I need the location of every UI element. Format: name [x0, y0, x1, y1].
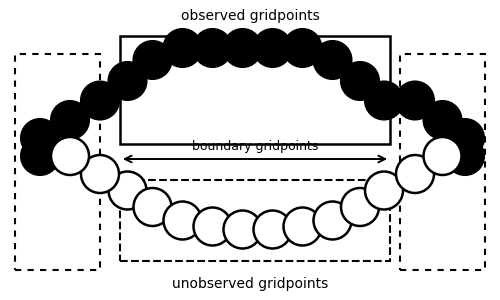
Ellipse shape [194, 29, 232, 67]
Ellipse shape [341, 62, 379, 100]
Ellipse shape [81, 82, 119, 119]
Ellipse shape [164, 202, 202, 239]
Ellipse shape [254, 211, 292, 248]
Text: boundary gridpoints: boundary gridpoints [192, 140, 318, 153]
Ellipse shape [194, 208, 232, 245]
Ellipse shape [424, 137, 462, 175]
Ellipse shape [365, 172, 403, 209]
Ellipse shape [21, 137, 59, 175]
Ellipse shape [134, 41, 172, 79]
Text: unobserved gridpoints: unobserved gridpoints [172, 277, 328, 291]
Ellipse shape [81, 155, 119, 193]
Ellipse shape [365, 82, 403, 119]
Text: observed gridpoints: observed gridpoints [180, 9, 320, 23]
Ellipse shape [396, 155, 434, 193]
Ellipse shape [341, 188, 379, 226]
Ellipse shape [446, 119, 484, 157]
Ellipse shape [314, 202, 352, 239]
Bar [120, 180, 390, 261]
Ellipse shape [314, 41, 352, 79]
Ellipse shape [254, 29, 292, 67]
Bar [15, 54, 100, 270]
Ellipse shape [284, 208, 322, 245]
Ellipse shape [108, 62, 146, 100]
Ellipse shape [51, 101, 89, 139]
Ellipse shape [224, 211, 262, 248]
Bar [400, 54, 485, 270]
Ellipse shape [446, 137, 484, 175]
Ellipse shape [134, 188, 172, 226]
Ellipse shape [51, 137, 89, 175]
Ellipse shape [284, 29, 322, 67]
Ellipse shape [164, 29, 202, 67]
Ellipse shape [396, 82, 434, 119]
Ellipse shape [224, 29, 262, 67]
Ellipse shape [108, 172, 146, 209]
Ellipse shape [424, 101, 462, 139]
Ellipse shape [21, 119, 59, 157]
Bar [120, 36, 390, 144]
